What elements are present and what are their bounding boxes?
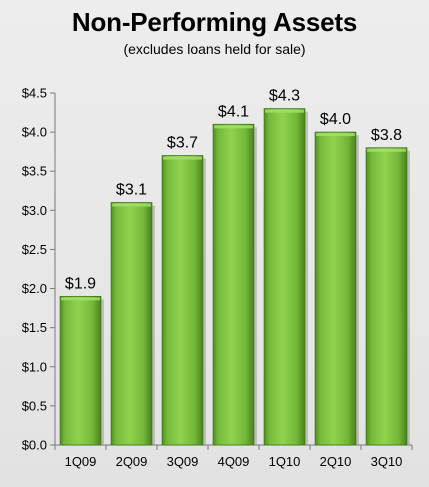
y-tick-label: $3.0 — [22, 203, 47, 218]
bar-value-label: $3.8 — [371, 127, 402, 144]
x-category-label: 3Q10 — [371, 454, 403, 469]
x-category-label: 3Q09 — [167, 454, 199, 469]
y-tick-label: $4.0 — [22, 125, 47, 140]
bar-top-highlight — [214, 125, 253, 129]
bar — [365, 147, 408, 446]
bar-value-label: $3.1 — [116, 182, 147, 199]
y-tick-label: $0.0 — [22, 438, 47, 453]
y-tick-label: $0.5 — [22, 398, 47, 413]
bar-top-highlight — [316, 133, 355, 137]
bar-top-highlight — [265, 109, 304, 113]
axis-layer: $0.0 $0.5 $1.0 $1.5 $2.0 $2.5 $3.0 $3.5 $4.0 $4.5… — [22, 86, 413, 469]
x-category-label: 1Q10 — [269, 454, 301, 469]
bar-value-label: $1.9 — [65, 275, 96, 292]
chart-subtitle: (excludes loans held for sale) — [123, 41, 306, 57]
chart-title: Non-Performing Assets — [71, 7, 358, 37]
bar-value-label: $3.7 — [167, 135, 198, 152]
x-category-label: 1Q09 — [65, 454, 97, 469]
y-tick-label: $1.0 — [22, 359, 47, 374]
bar-value-label: $4.1 — [218, 103, 249, 120]
y-tick-label: $2.0 — [22, 281, 47, 296]
x-category-label: 4Q09 — [218, 454, 250, 469]
bar-layer: $1.9 $3.1 $3.7 $4.1 $4.3 $4.0 $3.8 — [59, 88, 410, 446]
y-tick-label: $2.5 — [22, 242, 47, 257]
bar-top-highlight — [367, 148, 406, 152]
x-category-label: 2Q09 — [116, 454, 148, 469]
bar — [161, 155, 204, 446]
bar — [314, 131, 357, 446]
bar — [212, 123, 255, 446]
x-category-label: 2Q10 — [320, 454, 352, 469]
bar — [59, 295, 102, 446]
y-tick-label: $4.5 — [22, 86, 47, 101]
y-tick-label: $3.5 — [22, 164, 47, 179]
y-tick-label: $1.5 — [22, 320, 47, 335]
bar-top-highlight — [61, 297, 100, 301]
bar — [110, 202, 153, 446]
bar-top-highlight — [163, 156, 202, 160]
bar — [263, 108, 306, 446]
bar-value-label: $4.0 — [320, 111, 351, 128]
bar-value-label: $4.3 — [269, 88, 300, 105]
bar-top-highlight — [112, 203, 151, 207]
